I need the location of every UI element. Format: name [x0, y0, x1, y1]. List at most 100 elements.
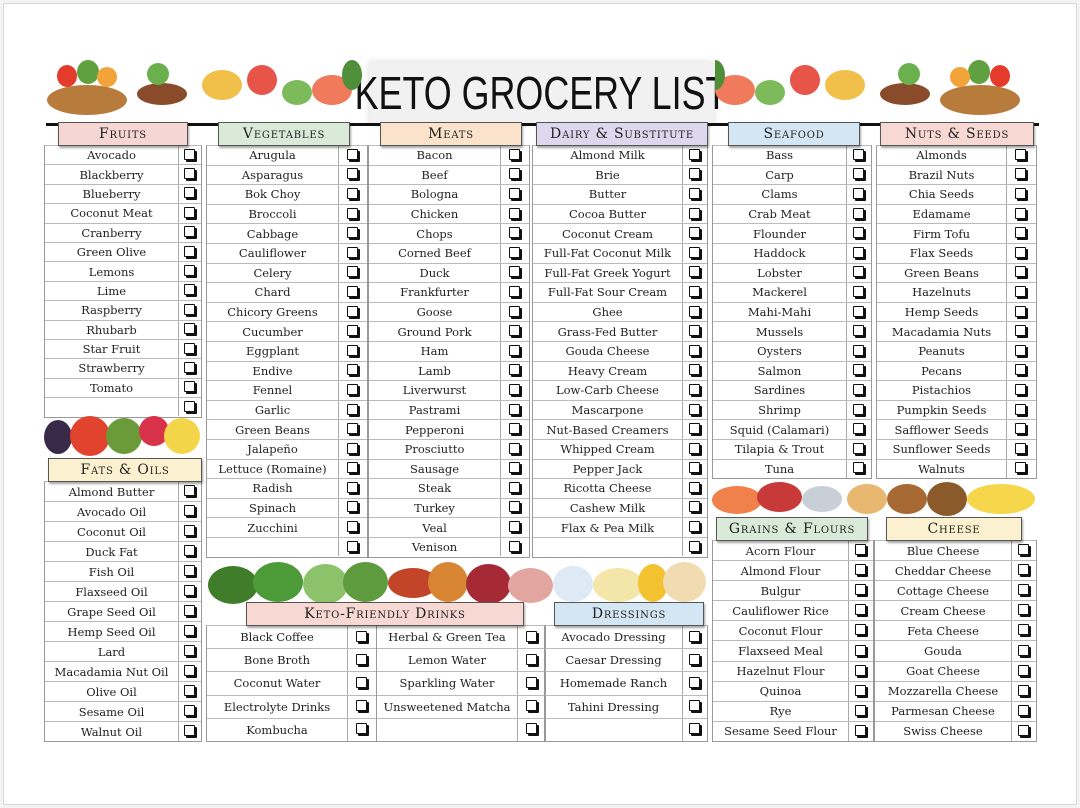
checkbox[interactable]: [854, 584, 866, 596]
checkbox[interactable]: [183, 645, 195, 656]
checkbox[interactable]: [1017, 604, 1029, 616]
checkbox[interactable]: [183, 625, 195, 636]
checkbox[interactable]: [183, 545, 195, 556]
checkbox[interactable]: [1017, 544, 1029, 556]
checkbox[interactable]: [1015, 364, 1026, 376]
checkbox[interactable]: [508, 227, 520, 239]
checkbox[interactable]: [183, 585, 195, 596]
checkbox[interactable]: [183, 265, 195, 277]
checkbox[interactable]: [525, 700, 537, 712]
checkbox[interactable]: [508, 442, 520, 454]
checkbox[interactable]: [688, 187, 700, 199]
checkbox[interactable]: [508, 344, 520, 356]
checkbox[interactable]: [852, 325, 864, 337]
checkbox[interactable]: [688, 168, 700, 180]
checkbox[interactable]: [688, 403, 700, 415]
checkbox[interactable]: [346, 325, 358, 337]
checkbox[interactable]: [183, 303, 195, 315]
checkbox[interactable]: [1015, 246, 1026, 258]
checkbox[interactable]: [525, 653, 537, 665]
checkbox[interactable]: [1017, 704, 1029, 716]
checkbox[interactable]: [346, 442, 358, 454]
checkbox[interactable]: [183, 168, 195, 180]
checkbox[interactable]: [1017, 684, 1029, 696]
checkbox[interactable]: [508, 403, 520, 415]
checkbox[interactable]: [1015, 403, 1026, 415]
checkbox[interactable]: [508, 481, 520, 493]
checkbox[interactable]: [688, 285, 700, 297]
checkbox[interactable]: [183, 361, 195, 373]
checkbox[interactable]: [852, 148, 864, 160]
checkbox[interactable]: [183, 226, 195, 238]
checkbox[interactable]: [346, 364, 358, 376]
checkbox[interactable]: [525, 723, 537, 735]
checkbox[interactable]: [688, 246, 700, 258]
checkbox[interactable]: [1017, 724, 1029, 736]
checkbox[interactable]: [508, 383, 520, 395]
checkbox[interactable]: [346, 266, 358, 278]
checkbox[interactable]: [346, 521, 358, 533]
checkbox[interactable]: [688, 700, 700, 712]
checkbox[interactable]: [508, 168, 520, 180]
checkbox[interactable]: [346, 501, 358, 513]
checkbox[interactable]: [508, 207, 520, 219]
checkbox[interactable]: [854, 664, 866, 676]
checkbox[interactable]: [355, 700, 367, 712]
checkbox[interactable]: [688, 423, 700, 435]
checkbox[interactable]: [346, 540, 358, 552]
checkbox[interactable]: [688, 227, 700, 239]
checkbox[interactable]: [1017, 564, 1029, 576]
checkbox[interactable]: [346, 481, 358, 493]
checkbox[interactable]: [508, 423, 520, 435]
checkbox[interactable]: [854, 544, 866, 556]
checkbox[interactable]: [183, 342, 195, 354]
checkbox[interactable]: [852, 442, 864, 454]
checkbox[interactable]: [508, 285, 520, 297]
checkbox[interactable]: [688, 148, 700, 160]
checkbox[interactable]: [1015, 266, 1026, 278]
checkbox[interactable]: [1015, 462, 1026, 474]
checkbox[interactable]: [852, 364, 864, 376]
checkbox[interactable]: [346, 462, 358, 474]
checkbox[interactable]: [183, 485, 195, 496]
checkbox[interactable]: [1017, 624, 1029, 636]
checkbox[interactable]: [346, 207, 358, 219]
checkbox[interactable]: [508, 540, 520, 552]
checkbox[interactable]: [852, 403, 864, 415]
checkbox[interactable]: [852, 207, 864, 219]
checkbox[interactable]: [852, 423, 864, 435]
checkbox[interactable]: [346, 305, 358, 317]
checkbox[interactable]: [346, 148, 358, 160]
checkbox[interactable]: [346, 168, 358, 180]
checkbox[interactable]: [346, 344, 358, 356]
checkbox[interactable]: [688, 653, 700, 665]
checkbox[interactable]: [508, 305, 520, 317]
checkbox[interactable]: [688, 442, 700, 454]
checkbox[interactable]: [852, 187, 864, 199]
checkbox[interactable]: [688, 344, 700, 356]
checkbox[interactable]: [346, 246, 358, 258]
checkbox[interactable]: [183, 381, 195, 393]
checkbox[interactable]: [1015, 148, 1026, 160]
checkbox[interactable]: [688, 630, 700, 642]
checkbox[interactable]: [525, 676, 537, 688]
checkbox[interactable]: [508, 364, 520, 376]
checkbox[interactable]: [852, 383, 864, 395]
checkbox[interactable]: [183, 685, 195, 696]
checkbox[interactable]: [688, 207, 700, 219]
checkbox[interactable]: [688, 521, 700, 533]
checkbox[interactable]: [688, 266, 700, 278]
checkbox[interactable]: [852, 462, 864, 474]
checkbox[interactable]: [1015, 168, 1026, 180]
checkbox[interactable]: [688, 383, 700, 395]
checkbox[interactable]: [183, 605, 195, 616]
checkbox[interactable]: [346, 383, 358, 395]
checkbox[interactable]: [183, 505, 195, 516]
checkbox[interactable]: [688, 325, 700, 337]
checkbox[interactable]: [1017, 584, 1029, 596]
checkbox[interactable]: [183, 323, 195, 335]
checkbox[interactable]: [183, 284, 195, 296]
checkbox[interactable]: [183, 565, 195, 576]
checkbox[interactable]: [854, 624, 866, 636]
checkbox[interactable]: [854, 704, 866, 716]
